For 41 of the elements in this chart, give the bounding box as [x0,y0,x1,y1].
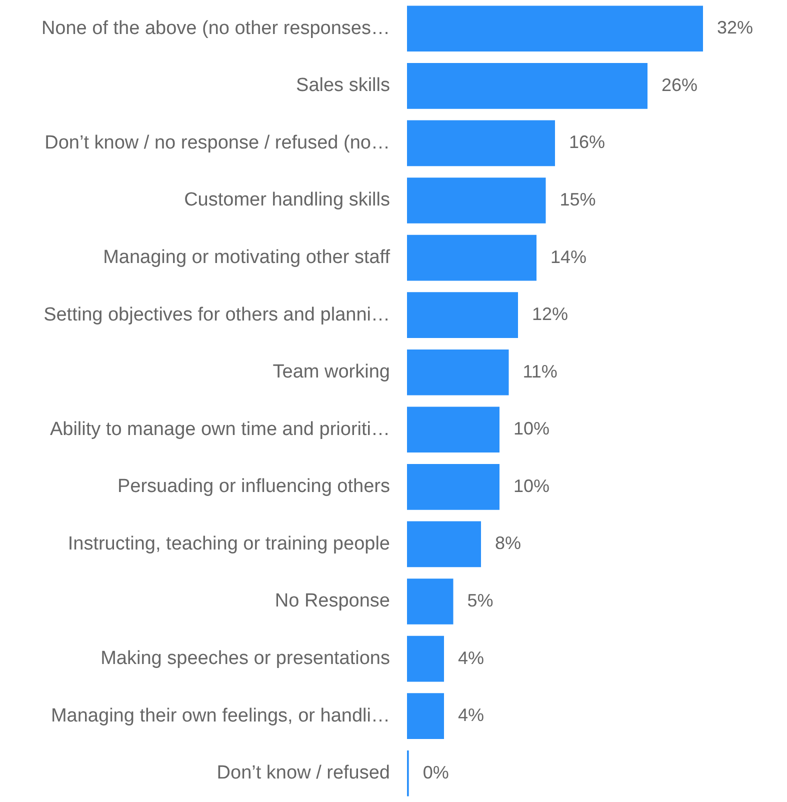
bar [407,349,509,396]
y-tick-label: Making speeches or presentations [100,648,390,670]
bar [407,636,444,682]
y-tick-label: Managing or motivating other staff [103,247,391,268]
data-label: 16% [569,132,606,152]
data-label: 14% [550,246,587,267]
bar [407,292,518,338]
y-tick-label: Persuading or influencing others [117,476,390,498]
data-label: 8% [495,533,522,554]
y-tick-label: Managing their own feelings, or handli… [50,705,390,726]
data-label: 4% [458,705,484,726]
y-tick-label: No Response [274,590,390,612]
data-label: 5% [467,590,494,610]
y-tick-label: Don’t know / no response / refused (no… [44,132,390,154]
bar [407,406,500,453]
bar [407,234,536,281]
y-tick-label: Ability to manage own time and prioriti… [50,418,390,440]
y-tick-label: Customer handling skills [184,190,390,211]
bar [407,578,454,624]
bar [407,464,500,510]
y-tick-label: Setting objectives for others and planni… [44,304,390,326]
data-label: 26% [662,74,698,95]
data-label: 10% [514,476,550,496]
data-label: 32% [717,18,754,38]
data-label: 10% [514,418,550,439]
y-tick-label: Don’t know / refused [216,762,390,784]
data-label: 11% [522,361,558,382]
data-label: 12% [532,304,568,324]
y-tick-label: Instructing, teaching or training people [68,533,390,554]
bar [407,6,703,52]
bar [407,178,546,224]
bar [407,521,481,568]
y-tick-label: Team working [272,362,390,383]
y-tick-label: Sales skills [296,75,390,96]
data-label: 0% [422,762,449,782]
data-label: 4% [458,648,484,668]
data-label: 15% [560,189,596,210]
y-tick-label: None of the above (no other responses… [41,18,390,39]
bar [407,693,444,739]
bar [407,63,648,109]
bar [407,120,555,166]
